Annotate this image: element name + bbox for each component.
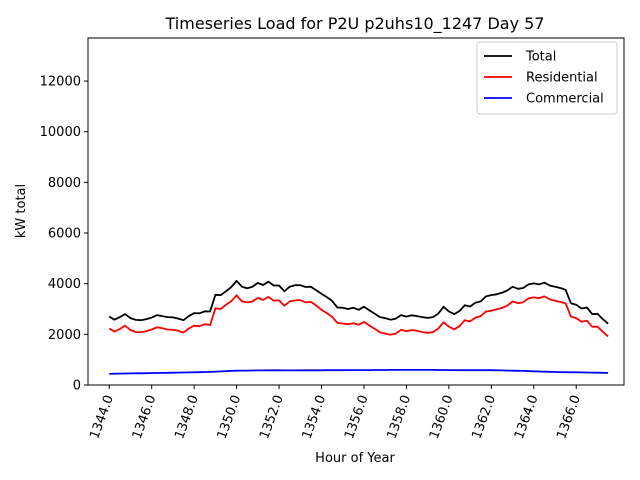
legend: Total Residential Commercial [476, 41, 618, 115]
legend-label-residential: Residential [526, 71, 598, 86]
x-axis-label: Hour of Year [315, 451, 395, 466]
y-tick-label: 8000 [48, 176, 81, 191]
series-line-residential [108, 294, 609, 338]
y-tick-label: 0 [73, 379, 81, 394]
series-line-total [108, 279, 609, 325]
legend-label-commercial: Commercial [526, 92, 604, 107]
y-tick-label: 6000 [48, 227, 81, 242]
y-tick-label: 10000 [40, 125, 81, 140]
series-line-commercial [109, 368, 609, 375]
series-group [108, 279, 609, 375]
legend-frame [476, 41, 618, 115]
legend-label-total: Total [525, 50, 556, 65]
y-axis: 0 2000 4000 6000 8000 10000 12000 [40, 75, 88, 394]
chart-title: Timeseries Load for P2U p2uhs10_1247 Day… [165, 14, 545, 34]
y-tick-label: 4000 [48, 277, 81, 292]
plot-frame-border [87, 37, 625, 386]
y-axis-label: kW total [14, 184, 29, 238]
y-tick-label: 2000 [48, 328, 81, 343]
y-tick-label: 12000 [40, 75, 81, 90]
